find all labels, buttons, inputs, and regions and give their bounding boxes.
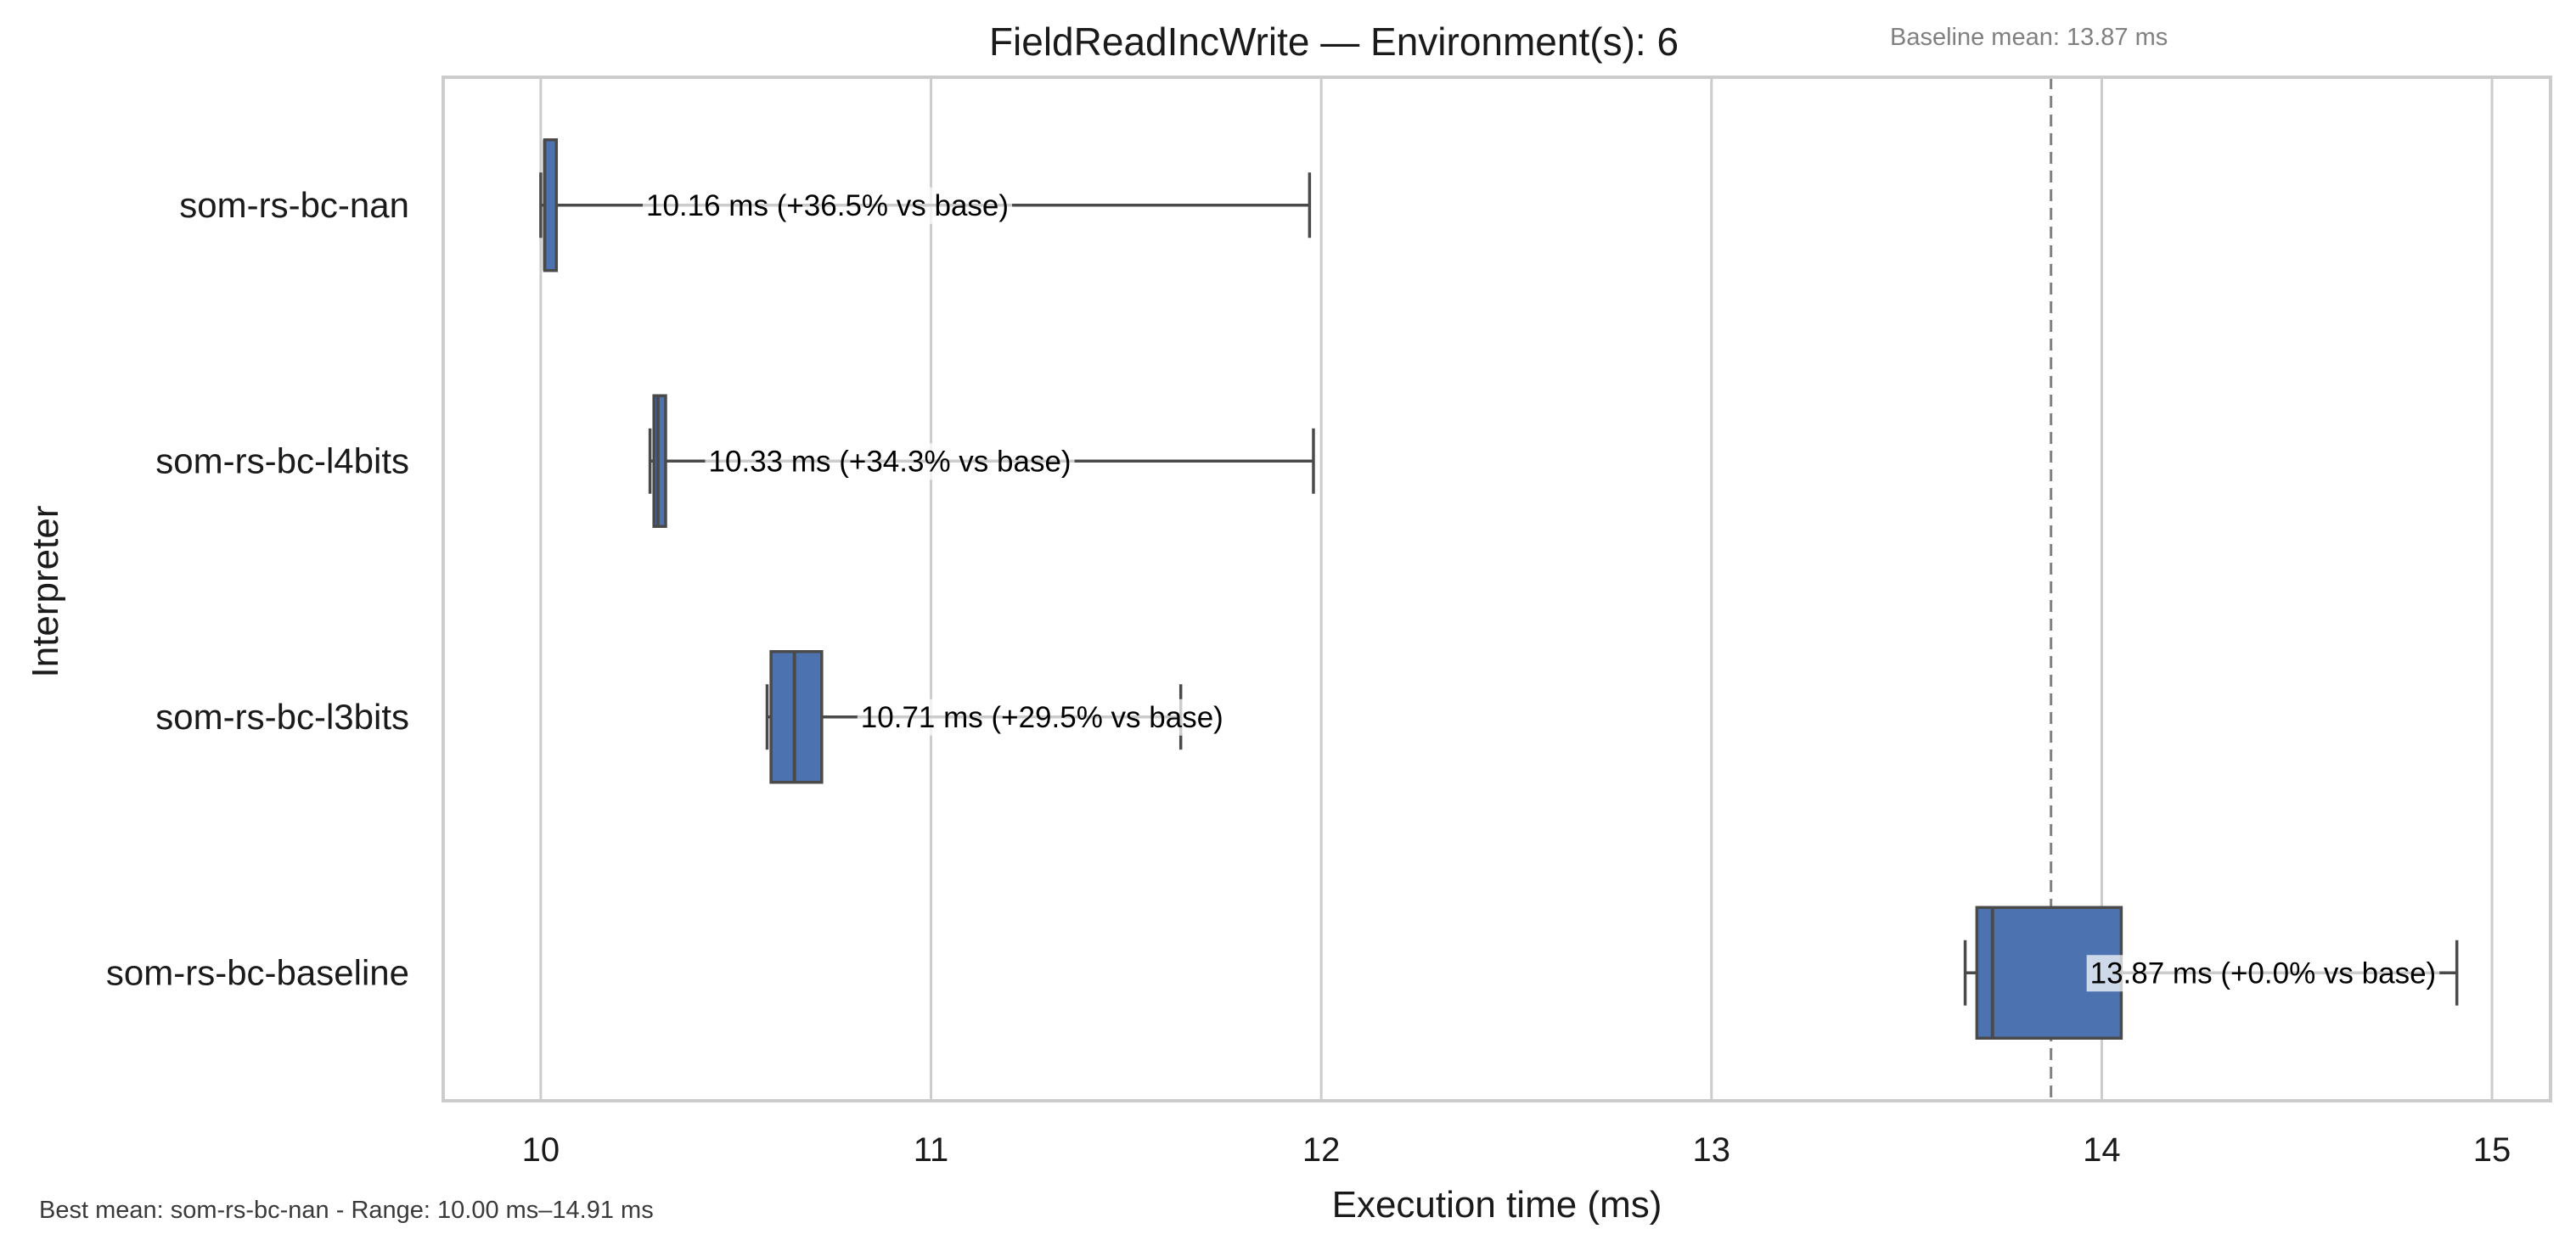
y-tick-label: som-rs-bc-l3bits	[155, 697, 409, 737]
baseline-mean-note: Baseline mean: 13.87 ms	[1890, 24, 2168, 51]
y-axis-label: Interpreter	[25, 506, 66, 678]
x-axis-ticks: 10 11 12 13 14 15	[522, 1131, 2511, 1169]
y-tick-label: som-rs-bc-baseline	[106, 952, 409, 992]
data-label-som-rs-bc-l3bits: 10.71 ms (+29.5% vs base)	[861, 701, 1223, 734]
data-label-background	[705, 443, 1075, 480]
y-axis-ticks: som-rs-bc-nan som-rs-bc-l4bits som-rs-bc-l…	[106, 185, 409, 993]
footer-note: Best mean: som-rs-bc-nan - Range: 10.00 …	[39, 1197, 654, 1224]
box-plot-series	[539, 138, 2459, 1040]
y-tick-label: som-rs-bc-l4bits	[155, 440, 409, 480]
plot-frame	[442, 76, 2552, 1102]
data-label-som-rs-bc-l4bits: 10.33 ms (+34.3% vs base)	[709, 445, 1071, 478]
data-label-background	[643, 187, 1013, 224]
x-tick-label: 10	[522, 1131, 560, 1169]
data-label-som-rs-bc-nan: 10.16 ms (+36.5% vs base)	[646, 189, 1009, 222]
x-tick-label: 11	[914, 1131, 949, 1169]
x-tick-label: 12	[1302, 1131, 1341, 1169]
y-tick-label: som-rs-bc-nan	[179, 185, 409, 225]
box-iqr	[652, 394, 667, 528]
data-label-background	[2086, 955, 2440, 992]
data-label-background	[857, 698, 1227, 736]
x-tick-label: 14	[2083, 1131, 2121, 1169]
data-label-som-rs-bc-baseline: 13.87 ms (+0.0% vs base)	[2090, 956, 2437, 990]
x-axis-label: Execution time (ms)	[1332, 1184, 1662, 1226]
box-iqr	[769, 650, 824, 784]
vertical-gridlines	[539, 77, 2494, 1101]
data-labels: 10.16 ms (+36.5% vs base) 10.33 ms (+34.3…	[643, 187, 2440, 992]
x-tick-label: 13	[1693, 1131, 1731, 1169]
x-tick-label: 15	[2473, 1131, 2511, 1169]
box-iqr	[543, 138, 559, 272]
chart-title: FieldReadIncWrite — Environment(s): 6	[989, 20, 1679, 64]
